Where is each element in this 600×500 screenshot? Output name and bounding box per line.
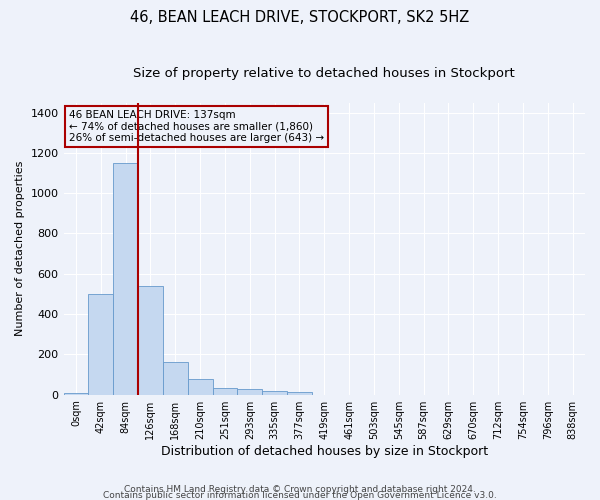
Text: Contains HM Land Registry data © Crown copyright and database right 2024.: Contains HM Land Registry data © Crown c… bbox=[124, 484, 476, 494]
Bar bbox=[88, 294, 113, 394]
Title: Size of property relative to detached houses in Stockport: Size of property relative to detached ho… bbox=[133, 68, 515, 80]
Bar bbox=[238, 390, 262, 394]
Bar bbox=[64, 392, 88, 394]
Bar bbox=[113, 163, 138, 394]
Bar bbox=[188, 378, 212, 394]
Bar bbox=[138, 286, 163, 395]
Y-axis label: Number of detached properties: Number of detached properties bbox=[15, 161, 25, 336]
Bar bbox=[287, 392, 312, 394]
Text: Contains public sector information licensed under the Open Government Licence v3: Contains public sector information licen… bbox=[103, 490, 497, 500]
Text: 46 BEAN LEACH DRIVE: 137sqm
← 74% of detached houses are smaller (1,860)
26% of : 46 BEAN LEACH DRIVE: 137sqm ← 74% of det… bbox=[69, 110, 324, 143]
Bar bbox=[212, 388, 238, 394]
Bar bbox=[163, 362, 188, 394]
Text: 46, BEAN LEACH DRIVE, STOCKPORT, SK2 5HZ: 46, BEAN LEACH DRIVE, STOCKPORT, SK2 5HZ bbox=[130, 10, 470, 25]
X-axis label: Distribution of detached houses by size in Stockport: Distribution of detached houses by size … bbox=[161, 444, 488, 458]
Bar bbox=[262, 391, 287, 394]
